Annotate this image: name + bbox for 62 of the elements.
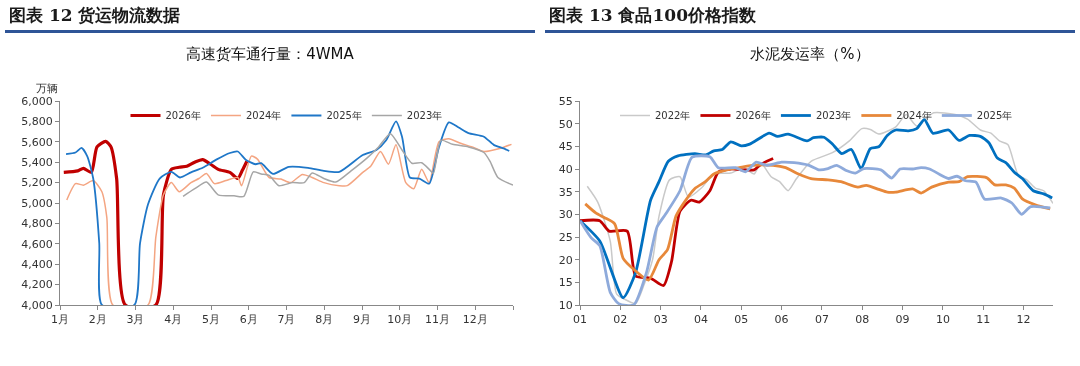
- x-tick-label: 12: [1016, 313, 1031, 327]
- y-tick-label: 45: [558, 140, 573, 154]
- chart-title: 图表 13 食品100价格指数: [545, 0, 1075, 33]
- line-series: [182, 132, 513, 198]
- y-tick-label: 5,400: [21, 156, 53, 170]
- x-tick-label: 6月: [239, 313, 258, 327]
- x-tick-label: 04: [693, 313, 708, 327]
- y-tick-label: 4,400: [21, 258, 53, 272]
- legend-label: 2026年: [735, 110, 771, 122]
- line-series: [62, 139, 249, 305]
- x-tick-label: 08: [855, 313, 870, 327]
- y-tick-label: 55: [558, 94, 573, 108]
- x-tick-label: 07: [814, 313, 829, 327]
- x-tick-label: 7月: [277, 313, 296, 327]
- legend-label: 2024年: [245, 110, 282, 122]
- y-tick-label: 6,000: [21, 94, 53, 108]
- y-tick-label: 10: [558, 298, 573, 312]
- x-tick-label: 8月: [315, 313, 334, 327]
- legend-label: 2023年: [406, 110, 443, 122]
- legend-label: 2026年: [165, 110, 201, 122]
- x-tick-label: 4月: [164, 313, 183, 327]
- x-tick-label: 03: [653, 313, 668, 327]
- y-tick-label: 5,200: [21, 176, 53, 190]
- y-tick-label: 50: [558, 117, 573, 131]
- x-tick-label: 5月: [202, 313, 220, 327]
- legend-label: 2024年: [896, 110, 932, 122]
- y-tick-label: 4,000: [21, 298, 53, 312]
- legend-label: 2025年: [326, 110, 362, 122]
- chart-subtitle: 高速货车通行量：4WMA: [186, 44, 355, 63]
- line-series: [583, 163, 1052, 282]
- y-tick-label: 35: [558, 185, 573, 199]
- x-tick-label: 1月: [51, 313, 69, 327]
- y-tick-label: 15: [558, 276, 573, 290]
- x-tick-label: 11月: [425, 313, 450, 327]
- chart-title: 图表 12 货运物流数据: [5, 0, 535, 33]
- x-tick-label: 10: [935, 313, 950, 327]
- x-tick-label: 10月: [387, 313, 413, 327]
- x-tick-label: 09: [895, 313, 910, 327]
- y-tick-label: 40: [558, 162, 573, 176]
- y-tick-label: 20: [558, 253, 573, 267]
- x-tick-label: 2月: [88, 313, 107, 327]
- x-tick-label: 12月: [462, 313, 488, 327]
- x-tick-label: 05: [734, 313, 749, 327]
- y-tick-label: 5,000: [21, 196, 53, 210]
- x-tick-label: 11: [976, 313, 991, 327]
- legend-label: 2023年: [815, 110, 852, 122]
- x-tick-label: 06: [774, 313, 789, 327]
- x-tick-label: 3月: [126, 313, 145, 327]
- y-tick-label: 25: [558, 230, 573, 244]
- y-tick-label: 5,800: [21, 115, 53, 129]
- y-tick-label: 4,600: [21, 237, 53, 251]
- x-tick-label: 9月: [353, 313, 371, 327]
- y-axis-title: 万辆: [36, 82, 58, 95]
- y-tick-label: 30: [558, 208, 573, 222]
- y-tick-label: 4,200: [21, 278, 53, 292]
- x-tick-label: 02: [613, 313, 628, 327]
- x-tick-label: 01: [573, 313, 587, 327]
- y-tick-label: 4,800: [21, 217, 53, 231]
- chart-subtitle: 水泥发运率（%）: [750, 44, 870, 63]
- legend-label: 2025年: [976, 110, 1013, 122]
- y-tick-label: 5,600: [21, 135, 53, 149]
- legend-label: 2022年: [655, 110, 691, 122]
